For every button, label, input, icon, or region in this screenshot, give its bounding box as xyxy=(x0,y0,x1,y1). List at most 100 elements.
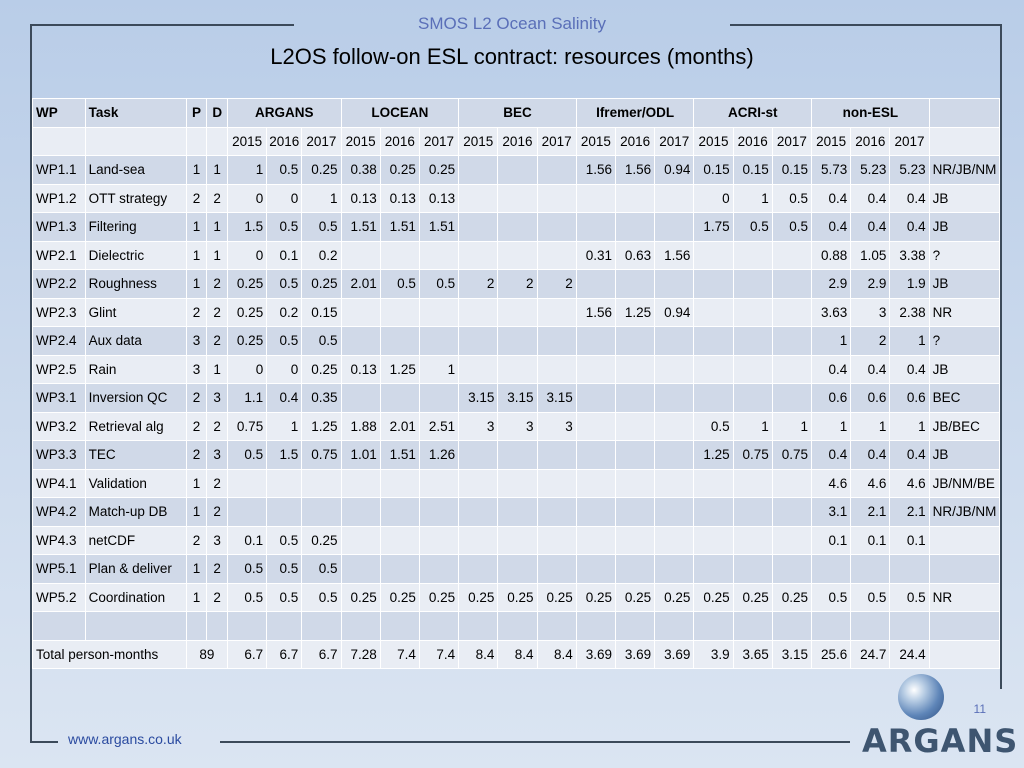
header-group: Ifremer/ODL xyxy=(576,99,694,128)
empty-cell xyxy=(85,612,186,641)
header-blank xyxy=(929,127,999,156)
value-cell xyxy=(655,384,694,413)
value-cell: 0.4 xyxy=(851,184,890,213)
value-cell xyxy=(655,498,694,527)
empty-cell xyxy=(33,612,86,641)
total-pd: 89 xyxy=(186,640,227,669)
task-cell: Validation xyxy=(85,469,186,498)
value-cell xyxy=(615,213,654,242)
table-row: WP3.3 TEC 2 3 0.5 1.5 0.75 1.01 1.51 1.26 1.25 0.75… xyxy=(33,441,1000,470)
empty-cell xyxy=(186,612,207,641)
d-cell: 3 xyxy=(207,441,228,470)
value-cell: 0.5 xyxy=(419,270,458,299)
header-group: non-ESL xyxy=(812,99,930,128)
table-total-row: Total person-months 89 6.7 6.7 6.7 7.28 7.4 7.4… xyxy=(33,640,1000,669)
header-group: ACRI-st xyxy=(694,99,812,128)
task-cell: netCDF xyxy=(85,526,186,555)
priority-cell: 1 xyxy=(186,555,207,584)
value-cell: 1.88 xyxy=(341,412,380,441)
value-cell: 1 xyxy=(812,412,851,441)
d-cell: 2 xyxy=(207,583,228,612)
value-cell: 5.73 xyxy=(812,156,851,185)
value-cell xyxy=(576,384,615,413)
d-cell: 1 xyxy=(207,213,228,242)
value-cell xyxy=(772,555,811,584)
value-cell: 1.51 xyxy=(380,213,419,242)
responsible-cell: JB/NM/BE xyxy=(929,469,999,498)
value-cell xyxy=(459,555,498,584)
value-cell xyxy=(459,184,498,213)
value-cell: 0.5 xyxy=(890,583,929,612)
value-cell: 0 xyxy=(267,355,302,384)
value-cell: 0.63 xyxy=(615,241,654,270)
value-cell xyxy=(733,270,772,299)
value-cell xyxy=(419,526,458,555)
header-year: 2017 xyxy=(302,127,341,156)
value-cell: 0.15 xyxy=(772,156,811,185)
value-cell xyxy=(498,327,537,356)
value-cell xyxy=(267,469,302,498)
header-wp: WP xyxy=(33,99,86,128)
value-cell xyxy=(576,498,615,527)
value-cell xyxy=(733,298,772,327)
value-cell: 1 xyxy=(302,184,341,213)
value-cell xyxy=(537,327,576,356)
empty-cell xyxy=(207,612,228,641)
value-cell: 0.5 xyxy=(267,270,302,299)
value-cell: 0.1 xyxy=(267,241,302,270)
value-cell xyxy=(615,384,654,413)
responsible-cell: JB xyxy=(929,270,999,299)
value-cell xyxy=(419,498,458,527)
value-cell xyxy=(419,241,458,270)
value-cell: 1.25 xyxy=(380,355,419,384)
value-cell: 0.5 xyxy=(267,327,302,356)
value-cell: 3 xyxy=(459,412,498,441)
value-cell xyxy=(890,555,929,584)
value-cell xyxy=(694,384,733,413)
empty-cell xyxy=(302,612,341,641)
empty-cell xyxy=(380,612,419,641)
value-cell xyxy=(772,270,811,299)
value-cell xyxy=(615,327,654,356)
value-cell: 0.5 xyxy=(228,583,267,612)
value-cell: 0.4 xyxy=(851,213,890,242)
value-cell: 0.94 xyxy=(655,298,694,327)
value-cell: 0.25 xyxy=(302,526,341,555)
priority-cell: 1 xyxy=(186,213,207,242)
value-cell xyxy=(537,441,576,470)
frame-bottom-right xyxy=(220,741,850,743)
header-year: 2016 xyxy=(851,127,890,156)
value-cell xyxy=(576,213,615,242)
priority-cell: 1 xyxy=(186,583,207,612)
value-cell xyxy=(380,555,419,584)
value-cell: 1.01 xyxy=(341,441,380,470)
value-cell xyxy=(655,184,694,213)
value-cell: 1.25 xyxy=(302,412,341,441)
d-cell: 2 xyxy=(207,469,228,498)
logo-text: ARGANS xyxy=(862,722,1018,760)
value-cell: 2.1 xyxy=(851,498,890,527)
value-cell: 0.31 xyxy=(576,241,615,270)
responsible-cell: JB xyxy=(929,213,999,242)
value-cell xyxy=(694,355,733,384)
wp-cell: WP2.5 xyxy=(33,355,86,384)
task-cell: Dielectric xyxy=(85,241,186,270)
header-year: 2015 xyxy=(812,127,851,156)
table-header-row: WP Task P D ARGANS LOCEAN BEC Ifremer/ODL ACRI-s… xyxy=(33,99,1000,128)
d-cell: 2 xyxy=(207,498,228,527)
empty-cell xyxy=(576,612,615,641)
footer-url[interactable]: www.argans.co.uk xyxy=(68,731,182,747)
responsible-cell: NR/JB/NM xyxy=(929,498,999,527)
value-cell: 0.75 xyxy=(733,441,772,470)
value-cell: 1.5 xyxy=(228,213,267,242)
value-cell xyxy=(537,469,576,498)
priority-cell: 2 xyxy=(186,184,207,213)
wp-cell: WP3.1 xyxy=(33,384,86,413)
value-cell: 3.15 xyxy=(498,384,537,413)
empty-cell xyxy=(267,612,302,641)
slide-title: L2OS follow-on ESL contract: resources (… xyxy=(0,44,1024,70)
value-cell: 0.5 xyxy=(733,213,772,242)
value-cell xyxy=(694,469,733,498)
value-cell xyxy=(576,469,615,498)
value-cell xyxy=(655,555,694,584)
